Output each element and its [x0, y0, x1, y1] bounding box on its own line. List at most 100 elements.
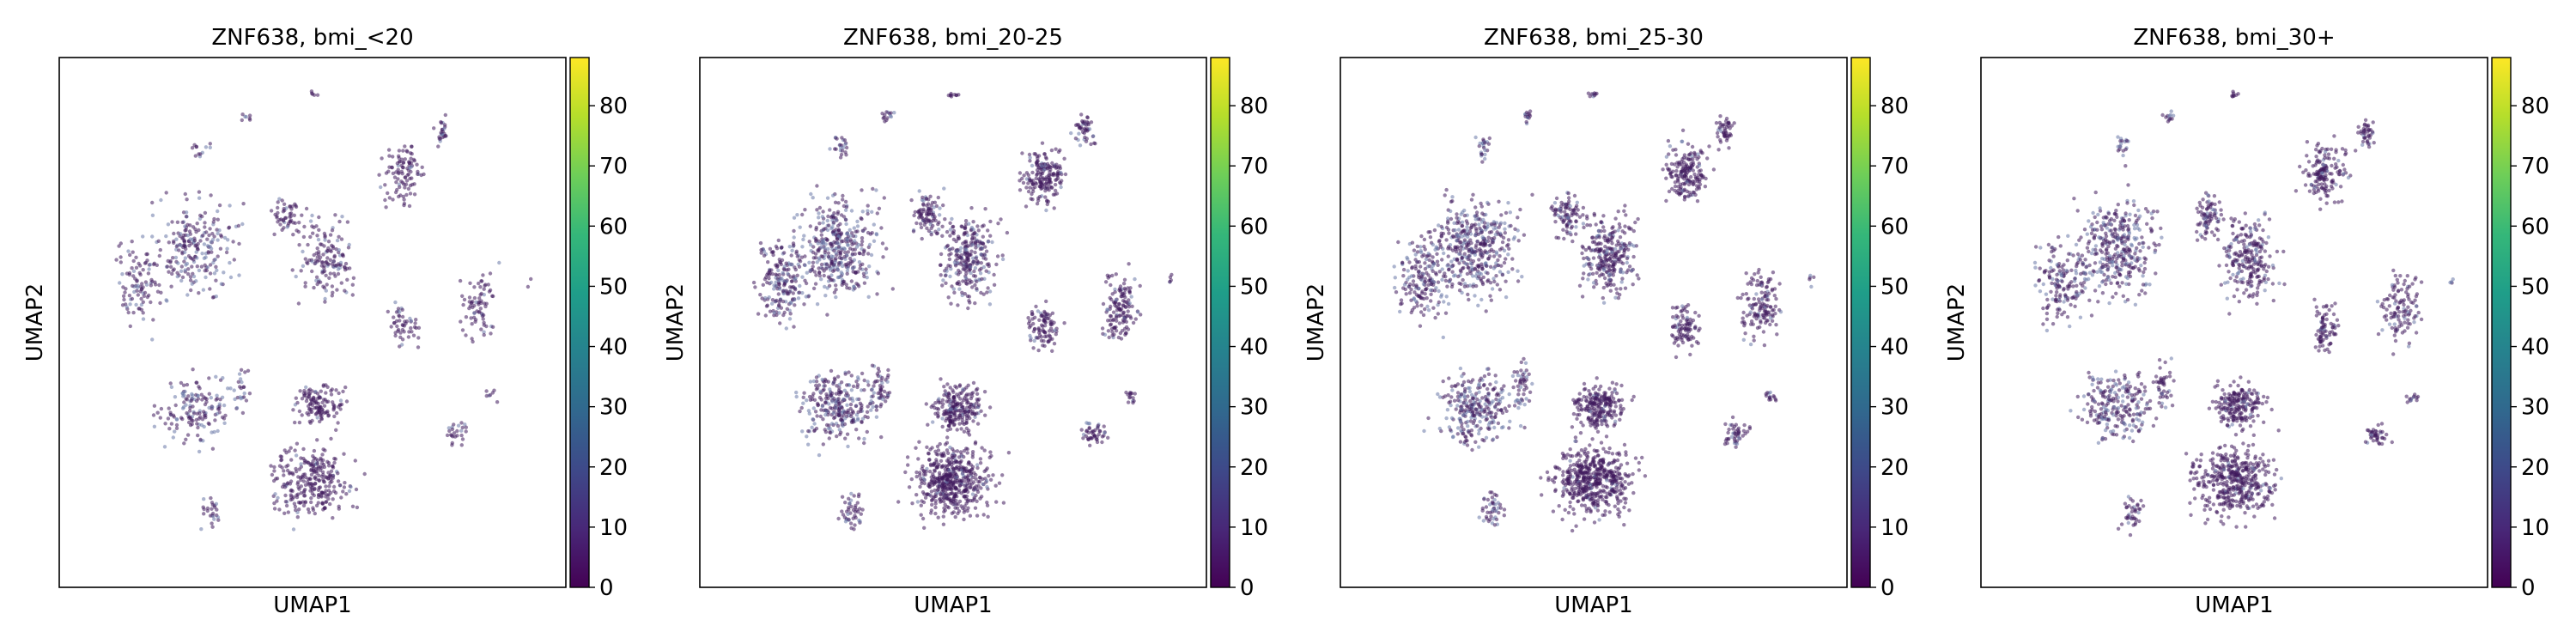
cell-point — [987, 289, 993, 294]
cell-point — [947, 403, 952, 408]
cell-point — [141, 285, 145, 289]
cell-point — [1045, 202, 1050, 207]
cell-point — [968, 252, 972, 257]
cell-point — [1506, 252, 1510, 257]
cell-point — [1055, 173, 1060, 178]
cell-point — [212, 517, 216, 521]
cell-point — [1582, 256, 1586, 261]
cell-point — [1048, 322, 1054, 326]
cell-point — [987, 302, 993, 307]
cell-point — [127, 270, 132, 276]
cell-point — [886, 373, 890, 378]
cell-point — [191, 368, 195, 372]
cell-point — [308, 485, 313, 489]
cell-point — [332, 253, 337, 258]
cell-point — [785, 307, 789, 311]
cell-point — [208, 271, 213, 276]
cell-point — [958, 450, 963, 454]
cell-point — [858, 401, 863, 405]
cell-point — [269, 209, 274, 213]
cell-point — [782, 251, 787, 255]
cell-point — [1617, 249, 1621, 253]
cell-point — [328, 233, 333, 237]
cell-point — [1429, 299, 1433, 303]
cell-point — [931, 483, 935, 487]
cell-point — [1081, 436, 1085, 440]
cell-point — [970, 492, 975, 496]
cell-point — [1050, 337, 1054, 341]
cell-point — [1453, 228, 1457, 233]
cell-point — [1504, 295, 1509, 300]
cell-point — [195, 245, 199, 249]
cell-point — [317, 228, 321, 232]
cell-point — [999, 217, 1003, 222]
cell-point — [857, 260, 862, 264]
cell-point — [1409, 310, 1413, 315]
cell-point — [208, 145, 212, 149]
cell-point — [313, 511, 317, 516]
cell-point — [1048, 180, 1054, 185]
cell-point — [953, 399, 957, 404]
cell-point — [176, 261, 180, 265]
cell-point — [1479, 201, 1483, 206]
cell-point — [481, 313, 486, 318]
cell-point — [165, 264, 170, 269]
cell-point — [317, 473, 321, 477]
cell-point — [1610, 250, 1614, 254]
cell-point — [1489, 222, 1494, 227]
cell-point — [964, 501, 969, 506]
cell-point — [1089, 120, 1094, 125]
cell-point — [1602, 228, 1607, 234]
cell-point — [1445, 264, 1449, 268]
cell-point — [1124, 300, 1128, 304]
cell-point — [847, 496, 851, 501]
cell-point — [956, 234, 961, 239]
cell-point — [1413, 290, 1417, 295]
cell-point — [1085, 115, 1090, 120]
cell-point — [817, 266, 821, 270]
colorbar-tick-label: 60 — [1240, 214, 1268, 240]
cell-point — [821, 221, 825, 225]
cell-point — [1484, 309, 1488, 313]
cell-point — [127, 294, 132, 298]
cell-point — [1492, 236, 1497, 240]
cell-point — [158, 416, 162, 420]
cell-point — [948, 386, 952, 390]
cell-point — [835, 384, 839, 388]
cell-point — [226, 238, 230, 242]
cell-point — [335, 238, 340, 243]
cell-point — [985, 478, 989, 483]
cell-point — [952, 422, 957, 427]
cell-point — [329, 469, 334, 473]
cell-point — [471, 305, 475, 310]
cell-point — [791, 291, 795, 295]
cell-point — [851, 420, 855, 424]
cell-point — [793, 297, 797, 302]
cell-point — [283, 448, 287, 453]
cell-point — [139, 296, 143, 301]
cell-point — [1465, 228, 1469, 233]
cell-point — [323, 238, 327, 242]
cell-point — [1471, 259, 1476, 264]
cell-point — [951, 469, 956, 473]
cell-point — [412, 159, 416, 163]
cell-point — [1037, 331, 1042, 335]
cell-point — [204, 230, 209, 234]
cell-point — [409, 319, 414, 323]
cell-point — [321, 252, 325, 257]
cell-point — [394, 319, 399, 324]
cell-point — [333, 457, 337, 461]
cell-point — [323, 448, 327, 453]
cell-point — [848, 501, 852, 506]
cell-point — [478, 307, 483, 311]
cell-point — [919, 503, 924, 507]
cell-point — [1409, 298, 1413, 302]
cell-point — [990, 240, 994, 245]
cell-point — [945, 399, 949, 404]
cell-point — [384, 205, 388, 210]
cell-point — [1599, 248, 1603, 252]
cell-point — [1000, 257, 1005, 262]
cell-point — [343, 261, 349, 266]
cell-point — [320, 270, 325, 275]
cell-point — [1460, 256, 1465, 260]
